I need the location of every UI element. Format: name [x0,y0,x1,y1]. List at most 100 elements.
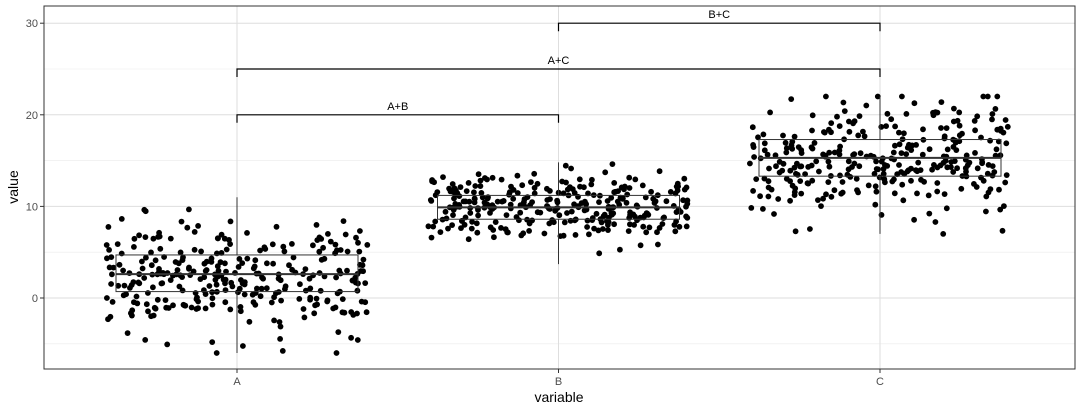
data-point [106,247,112,253]
data-point [156,229,163,236]
data-point [639,182,646,189]
data-point [158,280,165,287]
data-point [120,267,126,274]
data-point [749,124,756,131]
data-point [600,213,607,220]
data-point [825,179,832,186]
data-point [531,190,538,197]
data-point [150,284,156,291]
data-point [934,188,941,195]
data-point [632,176,639,183]
data-point [643,229,650,236]
data-point [850,152,856,158]
data-point [103,242,110,248]
data-point [621,186,627,193]
data-point [506,189,513,196]
data-point [914,190,920,197]
data-point [276,319,283,325]
data-point [926,210,933,217]
data-point [980,93,987,100]
x-tick-label: C [876,376,884,388]
data-point [948,164,954,171]
data-point [757,193,763,200]
data-point [996,186,1002,193]
data-point [201,274,208,281]
boxplot-A [115,197,359,353]
data-point [148,249,154,256]
data-point [116,261,123,268]
data-point [465,180,472,186]
data-point [475,171,482,178]
data-point [925,192,932,199]
data-point [484,195,491,202]
data-point [184,224,191,231]
data-point [648,188,654,195]
data-point [595,227,602,234]
data-point [901,130,907,137]
data-point [1001,203,1007,210]
data-point [190,268,197,275]
data-point [531,184,538,191]
data-point [316,248,323,255]
data-point [250,299,257,306]
data-point [997,125,1004,132]
data-point [878,212,885,218]
data-point [175,260,182,267]
data-point [534,180,541,187]
boxplot-C [758,96,1002,234]
data-point [277,323,284,330]
data-point [896,162,902,168]
data-point [348,334,354,341]
data-point [608,210,615,216]
data-point [333,274,339,281]
data-point [612,188,619,195]
data-point [332,241,339,248]
data-point [513,214,520,220]
data-point [656,168,663,175]
data-point [761,147,768,154]
data-point [534,209,541,216]
panel-border [43,5,1076,370]
data-point [124,330,131,336]
data-point [765,193,772,200]
data-point [899,93,905,100]
data-point [130,279,137,285]
data-point [846,118,852,125]
data-point [301,314,308,321]
data-point [268,299,275,306]
data-point [683,203,689,210]
jitter-points [103,93,1011,356]
data-point [623,199,630,206]
data-point [908,177,914,184]
data-point [544,197,551,203]
y-tick-label: 10 [26,201,38,213]
data-point [1003,140,1010,147]
data-point [920,126,926,133]
data-point [174,267,181,273]
data-point [626,185,633,191]
data-point [878,124,885,130]
data-point [926,146,933,153]
data-point [891,190,898,197]
data-point [209,295,216,302]
data-point [940,231,947,237]
data-point [676,223,683,230]
data-point [586,231,592,238]
data-point [152,305,159,312]
data-point [568,208,575,215]
data-point [131,235,138,242]
data-point [890,149,897,156]
data-point [227,218,234,225]
data-point [602,169,609,176]
data-point [674,180,681,187]
data-point [477,177,484,184]
data-point [791,133,798,140]
data-point [625,228,632,235]
data-point [562,162,569,169]
data-point [209,301,216,308]
data-point [821,129,828,136]
data-point [349,277,356,284]
data-point [561,219,568,226]
data-point [129,312,135,319]
data-point [593,210,600,217]
